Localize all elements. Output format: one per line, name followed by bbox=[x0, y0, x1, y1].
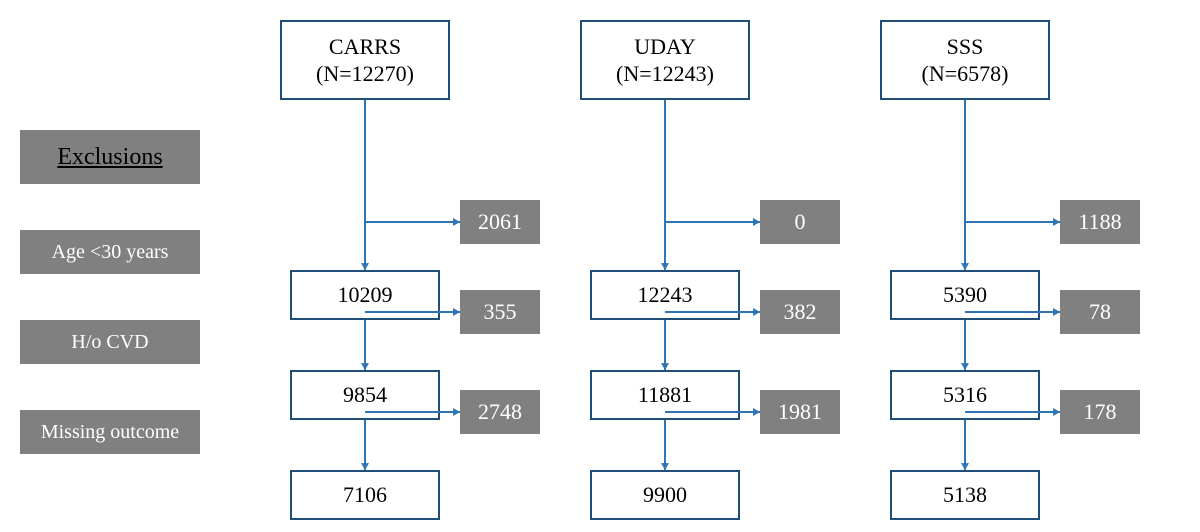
exclusion-count: 1981 bbox=[760, 390, 840, 434]
flow-arrow bbox=[653, 88, 677, 282]
flow-arrow bbox=[653, 300, 772, 324]
cohort-n: (N=12270) bbox=[316, 60, 414, 88]
step-box: 5138 bbox=[890, 470, 1040, 520]
exclusion-count: 78 bbox=[1060, 290, 1140, 334]
step-box: 9900 bbox=[590, 470, 740, 520]
cohort-name: UDAY bbox=[616, 33, 714, 61]
flow-arrow bbox=[353, 88, 377, 282]
flow-arrow bbox=[653, 400, 772, 424]
step-box: 7106 bbox=[290, 470, 440, 520]
flow-arrow bbox=[953, 210, 1072, 234]
exclusion-count: 0 bbox=[760, 200, 840, 244]
exclusion-count: 355 bbox=[460, 290, 540, 334]
flow-arrow bbox=[353, 210, 472, 234]
exclusion-count: 178 bbox=[1060, 390, 1140, 434]
exclusion-label: Age <30 years bbox=[20, 230, 200, 274]
flow-arrow bbox=[353, 300, 472, 324]
exclusion-label: Missing outcome bbox=[20, 410, 200, 454]
exclusion-count: 1188 bbox=[1060, 200, 1140, 244]
exclusion-count: 2748 bbox=[460, 390, 540, 434]
exclusion-label: H/o CVD bbox=[20, 320, 200, 364]
flow-arrow bbox=[953, 88, 977, 282]
flow-arrow bbox=[653, 210, 772, 234]
flow-arrow bbox=[353, 400, 472, 424]
flow-arrow bbox=[953, 300, 1072, 324]
cohort-name: SSS bbox=[922, 33, 1009, 61]
cohort-n: (N=6578) bbox=[922, 60, 1009, 88]
cohort-n: (N=12243) bbox=[616, 60, 714, 88]
exclusions-title: Exclusions bbox=[20, 130, 200, 184]
exclusion-count: 382 bbox=[760, 290, 840, 334]
exclusion-count: 2061 bbox=[460, 200, 540, 244]
flow-arrow bbox=[953, 400, 1072, 424]
cohort-name: CARRS bbox=[316, 33, 414, 61]
